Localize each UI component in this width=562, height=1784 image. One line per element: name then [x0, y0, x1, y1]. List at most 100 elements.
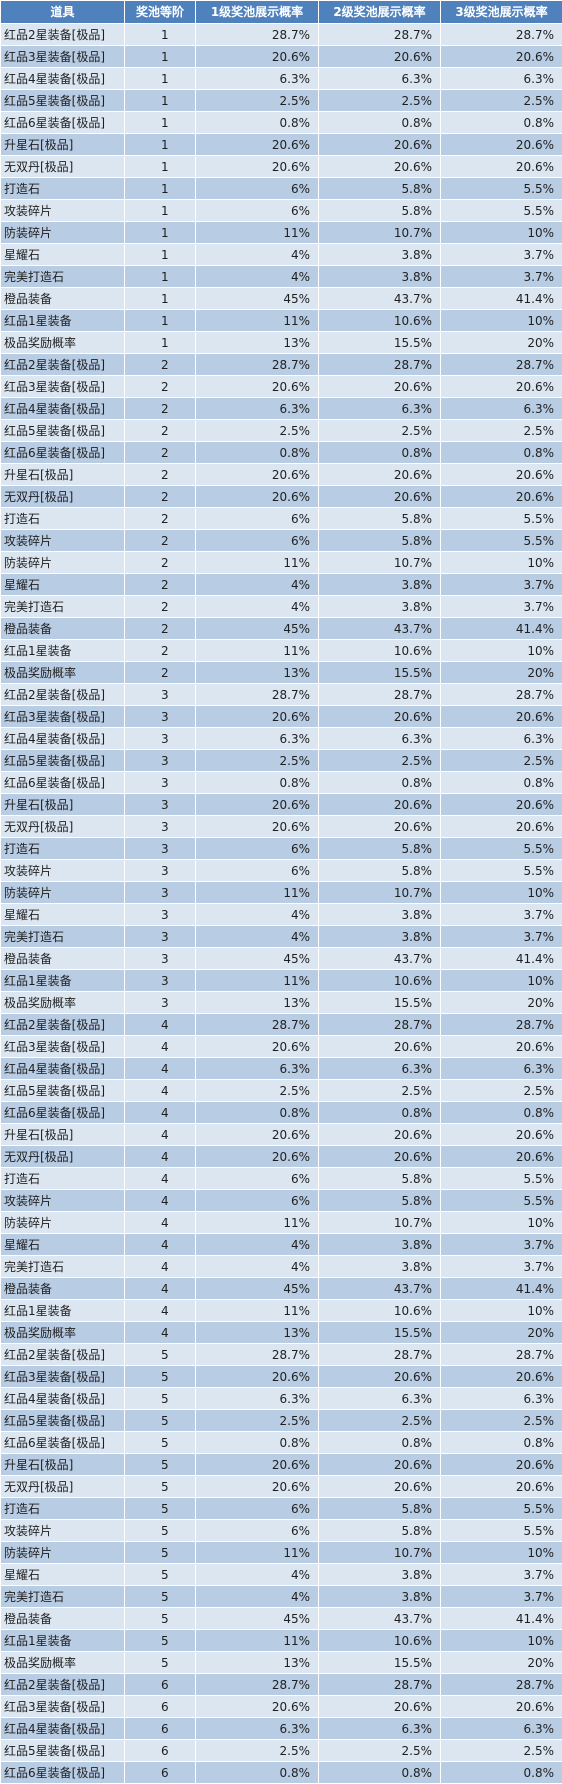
cell-level2-probability: 2.5%: [318, 749, 441, 772]
table-row: 无双丹[极品] 5 20.6% 20.6% 20.6%: [0, 1475, 562, 1498]
cell-level1-probability: 0.8%: [195, 111, 319, 134]
table-row: 红品6星装备[极品] 3 0.8% 0.8% 0.8%: [0, 771, 562, 794]
cell-level1-probability: 11%: [195, 551, 319, 574]
cell-level3-probability: 20.6%: [440, 1453, 562, 1476]
cell-level2-probability: 5.8%: [318, 507, 441, 530]
table-row: 无双丹[极品] 4 20.6% 20.6% 20.6%: [0, 1145, 562, 1168]
cell-level1-probability: 4%: [195, 1255, 319, 1278]
cell-level2-probability: 3.8%: [318, 243, 441, 266]
cell-pool-tier: 1: [124, 45, 196, 68]
cell-pool-tier: 2: [124, 375, 196, 398]
cell-level1-probability: 0.8%: [195, 771, 319, 794]
cell-pool-tier: 4: [124, 1057, 196, 1080]
cell-pool-tier: 2: [124, 595, 196, 618]
table-row: 红品6星装备[极品] 5 0.8% 0.8% 0.8%: [0, 1431, 562, 1454]
cell-level1-probability: 0.8%: [195, 1431, 319, 1454]
cell-level1-probability: 2.5%: [195, 89, 319, 112]
cell-level3-probability: 5.5%: [440, 529, 562, 552]
cell-level2-probability: 10.7%: [318, 1211, 441, 1234]
table-row: 红品5星装备[极品] 1 2.5% 2.5% 2.5%: [0, 89, 562, 112]
cell-pool-tier: 5: [124, 1541, 196, 1564]
cell-level3-probability: 5.5%: [440, 837, 562, 860]
table-row: 红品3星装备[极品] 2 20.6% 20.6% 20.6%: [0, 375, 562, 398]
cell-pool-tier: 3: [124, 683, 196, 706]
table-row: 防装碎片 1 11% 10.7% 10%: [0, 221, 562, 244]
cell-level2-probability: 20.6%: [318, 1453, 441, 1476]
cell-pool-tier: 6: [124, 1695, 196, 1718]
cell-item: 攻装碎片: [0, 859, 125, 882]
cell-pool-tier: 3: [124, 749, 196, 772]
cell-item: 橙品装备: [0, 1277, 125, 1300]
table-row: 红品4星装备[极品] 1 6.3% 6.3% 6.3%: [0, 67, 562, 90]
cell-level3-probability: 20%: [440, 661, 562, 684]
cell-pool-tier: 2: [124, 617, 196, 640]
cell-level3-probability: 5.5%: [440, 507, 562, 530]
table-row: 红品3星装备[极品] 3 20.6% 20.6% 20.6%: [0, 705, 562, 728]
cell-pool-tier: 3: [124, 793, 196, 816]
header-row: 道具 奖池等阶 1级奖池展示概率 2级奖池展示概率 3级奖池展示概率: [0, 0, 562, 24]
cell-item: 红品5星装备[极品]: [0, 749, 125, 772]
cell-level3-probability: 6.3%: [440, 397, 562, 420]
table-row: 升星石[极品] 3 20.6% 20.6% 20.6%: [0, 793, 562, 816]
cell-level2-probability: 2.5%: [318, 1079, 441, 1102]
cell-pool-tier: 5: [124, 1387, 196, 1410]
cell-level1-probability: 11%: [195, 221, 319, 244]
table-row: 完美打造石 5 4% 3.8% 3.7%: [0, 1585, 562, 1608]
table-row: 红品3星装备[极品] 1 20.6% 20.6% 20.6%: [0, 45, 562, 68]
table-row: 攻装碎片 1 6% 5.8% 5.5%: [0, 199, 562, 222]
cell-item: 红品3星装备[极品]: [0, 1695, 125, 1718]
cell-pool-tier: 3: [124, 903, 196, 926]
cell-level3-probability: 20.6%: [440, 1035, 562, 1058]
cell-level3-probability: 20.6%: [440, 1145, 562, 1168]
cell-pool-tier: 1: [124, 221, 196, 244]
cell-level1-probability: 2.5%: [195, 1079, 319, 1102]
cell-level2-probability: 5.8%: [318, 199, 441, 222]
cell-level3-probability: 20.6%: [440, 1475, 562, 1498]
cell-pool-tier: 3: [124, 705, 196, 728]
cell-level2-probability: 2.5%: [318, 419, 441, 442]
cell-level3-probability: 20%: [440, 331, 562, 354]
cell-level2-probability: 10.6%: [318, 969, 441, 992]
cell-level3-probability: 3.7%: [440, 925, 562, 948]
cell-item: 红品6星装备[极品]: [0, 111, 125, 134]
cell-level1-probability: 6.3%: [195, 1057, 319, 1080]
cell-item: 攻装碎片: [0, 1189, 125, 1212]
cell-level1-probability: 13%: [195, 1321, 319, 1344]
table-row: 星耀石 2 4% 3.8% 3.7%: [0, 573, 562, 596]
cell-item: 攻装碎片: [0, 1519, 125, 1542]
cell-pool-tier: 4: [124, 1013, 196, 1036]
cell-level2-probability: 15.5%: [318, 991, 441, 1014]
cell-level1-probability: 4%: [195, 595, 319, 618]
cell-level2-probability: 3.8%: [318, 925, 441, 948]
cell-level2-probability: 20.6%: [318, 45, 441, 68]
cell-item: 红品1星装备: [0, 639, 125, 662]
cell-level3-probability: 2.5%: [440, 1409, 562, 1432]
cell-level2-probability: 10.7%: [318, 881, 441, 904]
cell-item: 打造石: [0, 1167, 125, 1190]
cell-level3-probability: 5.5%: [440, 1497, 562, 1520]
cell-item: 红品4星装备[极品]: [0, 67, 125, 90]
cell-level2-probability: 20.6%: [318, 1145, 441, 1168]
cell-level2-probability: 5.8%: [318, 1189, 441, 1212]
cell-pool-tier: 2: [124, 463, 196, 486]
cell-level1-probability: 6%: [195, 837, 319, 860]
cell-level3-probability: 10%: [440, 969, 562, 992]
cell-level1-probability: 2.5%: [195, 1409, 319, 1432]
cell-item: 红品6星装备[极品]: [0, 441, 125, 464]
cell-pool-tier: 1: [124, 89, 196, 112]
cell-item: 完美打造石: [0, 265, 125, 288]
header-pool-tier: 奖池等阶: [124, 0, 196, 24]
cell-level3-probability: 2.5%: [440, 89, 562, 112]
cell-item: 橙品装备: [0, 287, 125, 310]
table-row: 攻装碎片 4 6% 5.8% 5.5%: [0, 1189, 562, 1212]
cell-pool-tier: 2: [124, 441, 196, 464]
cell-item: 完美打造石: [0, 1585, 125, 1608]
cell-item: 红品6星装备[极品]: [0, 1431, 125, 1454]
table-row: 橙品装备 2 45% 43.7% 41.4%: [0, 617, 562, 640]
cell-level3-probability: 5.5%: [440, 1519, 562, 1542]
cell-level3-probability: 10%: [440, 309, 562, 332]
cell-item: 红品3星装备[极品]: [0, 1035, 125, 1058]
cell-level3-probability: 3.7%: [440, 1255, 562, 1278]
cell-level2-probability: 20.6%: [318, 1695, 441, 1718]
